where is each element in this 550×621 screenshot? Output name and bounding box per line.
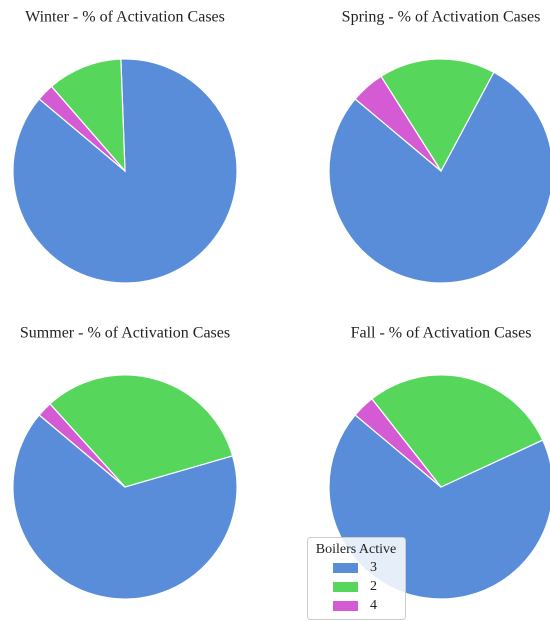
chart-title: Winter - % of Activation Cases <box>25 9 225 26</box>
chart-title: Summer - % of Activation Cases <box>20 325 230 342</box>
pie-slice <box>354 75 442 172</box>
legend-label: 3 <box>370 560 377 575</box>
legend-label: 4 <box>370 598 377 613</box>
pie-slice <box>49 374 234 488</box>
legend-label: 2 <box>370 579 377 594</box>
legend-swatch <box>333 563 358 573</box>
pie-slice <box>328 71 550 284</box>
legend-title: Boilers Active <box>316 542 397 557</box>
pie-slice <box>50 58 126 173</box>
pie-slice <box>380 58 495 173</box>
pie-slice <box>38 403 126 488</box>
pie-slice <box>354 398 442 488</box>
pie-slice <box>371 374 544 488</box>
legend-swatch <box>333 582 358 592</box>
chart-title: Fall - % of Activation Cases <box>351 325 532 342</box>
pie-slice <box>12 414 238 600</box>
legend-swatch <box>333 601 358 611</box>
pie-slice <box>38 85 126 172</box>
chart-title: Spring - % of Activation Cases <box>342 9 541 26</box>
legend-box <box>307 537 406 620</box>
